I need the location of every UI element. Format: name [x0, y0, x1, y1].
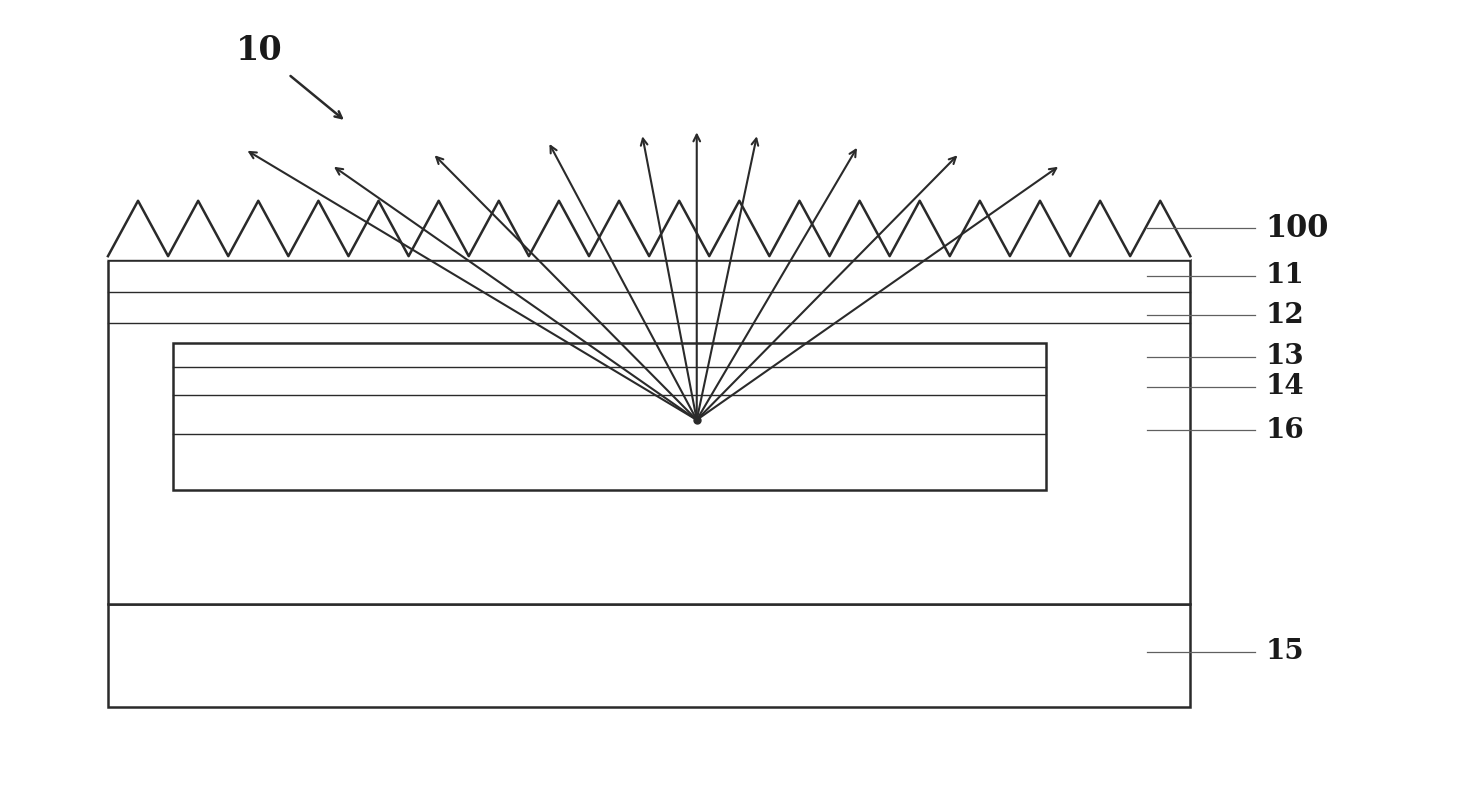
Text: 15: 15 — [1265, 638, 1304, 665]
Text: 12: 12 — [1265, 302, 1304, 329]
Text: 14: 14 — [1265, 374, 1304, 400]
Bar — [108, 260, 1190, 605]
Polygon shape — [108, 200, 1190, 260]
Text: 16: 16 — [1265, 417, 1304, 444]
Text: 11: 11 — [1265, 262, 1304, 290]
Bar — [108, 605, 1190, 707]
Text: 100: 100 — [1265, 213, 1329, 244]
Text: 13: 13 — [1265, 343, 1304, 370]
Text: 10: 10 — [236, 34, 283, 67]
Bar — [173, 343, 1046, 489]
